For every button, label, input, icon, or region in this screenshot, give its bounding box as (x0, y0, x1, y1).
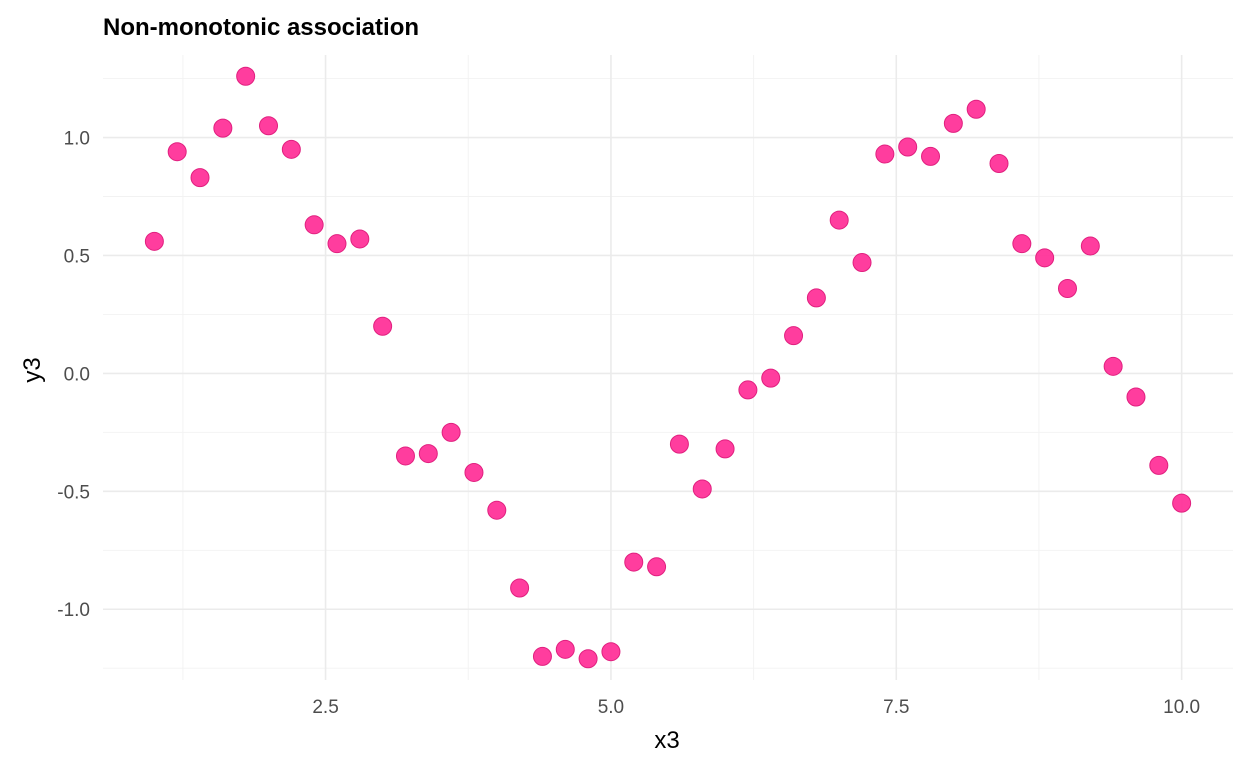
data-point (692, 479, 712, 499)
data-point (829, 210, 849, 230)
data-point (441, 422, 461, 442)
data-point (281, 139, 301, 159)
data-point (1149, 455, 1169, 475)
data-point (350, 229, 370, 249)
data-point (1172, 493, 1192, 513)
y-tick-label: -0.5 (57, 482, 90, 503)
data-point (761, 368, 781, 388)
x-tick-label: 5.0 (598, 697, 624, 718)
x-axis-ticks: 2.5 5.0 7.5 10.0 (312, 697, 1200, 718)
data-point (167, 142, 187, 162)
x-tick-label: 10.0 (1163, 697, 1200, 718)
data-point (1080, 236, 1100, 256)
x-tick-label: 7.5 (883, 697, 909, 718)
chart-title: Non-monotonic association (103, 14, 419, 41)
data-point (510, 578, 530, 598)
data-point (875, 144, 895, 164)
data-point (715, 439, 735, 459)
data-point (190, 168, 210, 188)
data-point (236, 66, 256, 86)
data-point (487, 500, 507, 520)
data-point (852, 253, 872, 273)
data-point (532, 646, 552, 666)
data-point (373, 316, 393, 336)
data-point (784, 326, 804, 346)
data-point (259, 116, 279, 136)
data-point (1035, 248, 1055, 268)
data-point (806, 288, 826, 308)
data-point (989, 153, 1009, 173)
y-tick-label: -1.0 (57, 600, 90, 621)
data-point (601, 642, 621, 662)
data-point (1126, 387, 1146, 407)
data-point (1012, 234, 1032, 254)
data-point (738, 380, 758, 400)
data-point (395, 446, 415, 466)
data-point (943, 113, 963, 133)
y-axis-ticks: -1.0 -0.5 0.0 0.5 1.0 (57, 129, 90, 622)
data-point (213, 118, 233, 138)
y-tick-label: 1.0 (64, 129, 90, 150)
x-axis-title: x3 (654, 727, 679, 754)
data-point (669, 434, 689, 454)
data-point (144, 231, 164, 251)
x-tick-label: 2.5 (312, 697, 338, 718)
y-axis-title: y3 (19, 357, 46, 382)
data-points (144, 66, 1192, 669)
data-point (555, 639, 575, 659)
y-tick-label: 0.5 (64, 246, 90, 267)
data-point (327, 234, 347, 254)
data-point (624, 552, 644, 572)
data-point (464, 462, 484, 482)
grid (103, 55, 1233, 680)
data-point (418, 444, 438, 464)
data-point (966, 99, 986, 119)
data-point (1103, 356, 1123, 376)
data-point (647, 557, 667, 577)
data-point (304, 215, 324, 235)
data-point (1057, 278, 1077, 298)
data-point (578, 649, 598, 669)
data-point (921, 146, 941, 166)
y-tick-label: 0.0 (64, 364, 90, 385)
data-point (898, 137, 918, 157)
